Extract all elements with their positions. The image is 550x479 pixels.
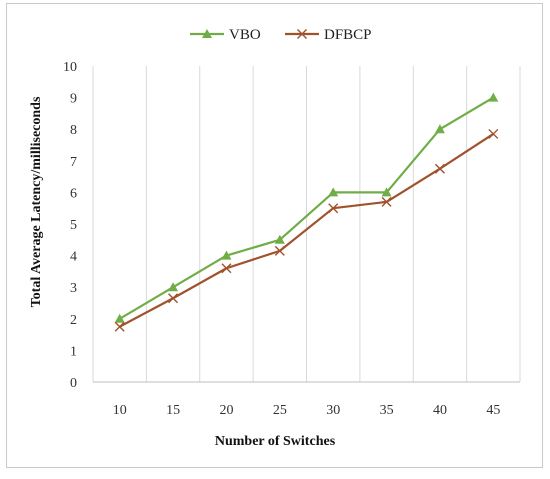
x-marker-stroke [221, 263, 232, 274]
y-axis-title: Total Average Latency/milliseconds [29, 96, 44, 307]
grid-lines [92, 66, 521, 383]
triangle-marker [202, 29, 212, 38]
legend-item: VBO [190, 27, 261, 43]
x-marker-stroke [274, 245, 285, 256]
y-tick-label: 6 [70, 186, 77, 201]
triangle-marker [328, 187, 339, 197]
x-marker [434, 163, 445, 174]
series-layer [114, 92, 499, 332]
y-tick-label: 8 [70, 123, 77, 138]
x-tick-label: 20 [219, 403, 233, 418]
x-tick-label: 15 [166, 403, 180, 418]
triangle-marker [381, 187, 392, 197]
x-marker-stroke [381, 196, 392, 207]
legend: VBO DFBCP [190, 27, 372, 43]
x-tick-label: 25 [273, 403, 287, 418]
legend-label: DFBCP [324, 27, 372, 43]
x-marker [297, 29, 307, 39]
series-line [119, 133, 494, 328]
x-marker-stroke [434, 163, 445, 174]
y-tick-label: 2 [70, 313, 77, 328]
x-marker [114, 321, 125, 332]
x-marker [328, 203, 339, 214]
triangle-marker [434, 124, 445, 134]
triangle-marker [221, 250, 232, 260]
triangle-marker [168, 282, 179, 292]
x-marker [488, 128, 499, 139]
y-tick-label: 0 [70, 376, 77, 391]
y-tick-label: 1 [70, 344, 77, 359]
series-dfbcp [114, 128, 499, 332]
triangle-marker [274, 234, 285, 244]
x-marker [274, 245, 285, 256]
x-marker-stroke [328, 203, 339, 214]
x-tick-label: 30 [326, 403, 340, 418]
legend-label: VBO [229, 27, 261, 43]
y-tick-label: 5 [70, 218, 77, 233]
x-marker [168, 293, 179, 304]
x-tick-label: 45 [486, 403, 500, 418]
x-marker [221, 263, 232, 274]
x-marker-stroke [168, 293, 179, 304]
x-tick-label: 10 [113, 403, 127, 418]
y-tick-label: 4 [70, 250, 77, 265]
triangle-marker [114, 313, 125, 323]
series-vbo [114, 92, 499, 323]
series-line [119, 96, 494, 320]
y-tick-label: 9 [70, 92, 77, 107]
y-tick-label: 7 [70, 155, 77, 170]
x-tick-label: 40 [433, 403, 447, 418]
x-tick-label: 35 [380, 403, 394, 418]
x-marker-stroke [297, 29, 307, 39]
chart-frame [6, 3, 543, 468]
x-marker-stroke [114, 321, 125, 332]
x-marker-stroke [488, 128, 499, 139]
legend-item: DFBCP [285, 27, 372, 43]
y-tick-label: 10 [63, 60, 77, 75]
x-axis-title: Number of Switches [215, 434, 336, 449]
triangle-marker [488, 92, 499, 102]
x-marker [381, 196, 392, 207]
y-tick-label: 3 [70, 281, 77, 296]
